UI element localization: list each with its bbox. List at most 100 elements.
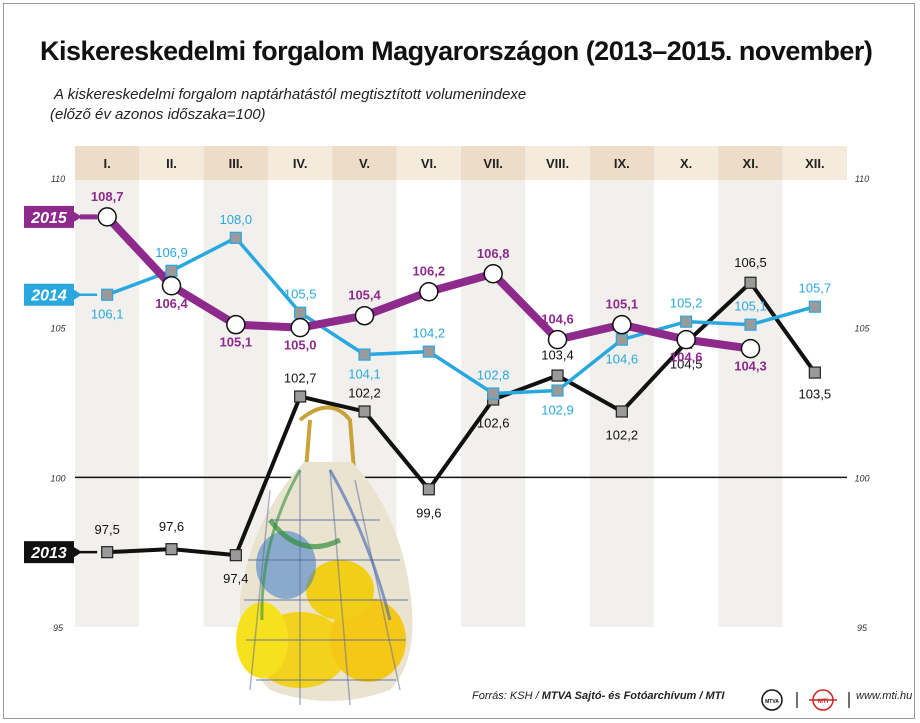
y-tick-label-right: 95 bbox=[857, 623, 868, 633]
point-2015 bbox=[97, 207, 117, 227]
data-labels: 97,5 97,6 97,4 102,7 102,2 99,6 102,6 103,4 102,… bbox=[91, 189, 831, 586]
month-label: V. bbox=[359, 156, 370, 171]
point-2013 bbox=[615, 405, 628, 418]
data-label-2013: 97,5 bbox=[95, 522, 120, 537]
month-band bbox=[75, 180, 140, 627]
month-header-cell bbox=[525, 146, 590, 180]
point-2015 bbox=[354, 305, 375, 326]
data-label-2014: 105,5 bbox=[284, 287, 317, 302]
data-label-2015: 106,4 bbox=[155, 296, 188, 311]
month-header-cell bbox=[332, 146, 397, 180]
data-label-2013: 99,6 bbox=[416, 505, 441, 520]
series-tag-arrow bbox=[74, 211, 82, 222]
series-tag-2013 bbox=[24, 541, 74, 564]
point-2014 bbox=[294, 306, 307, 319]
source-bold: MTVA Sajtó- és Fotóarchívum / MTI bbox=[541, 690, 725, 702]
data-label-2015: 106,2 bbox=[413, 264, 446, 279]
y-tick-label-left: 105 bbox=[50, 324, 66, 334]
point-2014 bbox=[165, 264, 178, 277]
point-2015 bbox=[740, 338, 761, 359]
month-label: VII. bbox=[483, 156, 503, 171]
point-2014 bbox=[487, 387, 500, 400]
series-line-2014 bbox=[105, 236, 817, 396]
series-tag-arrow bbox=[74, 289, 82, 300]
data-label-2015: 105,1 bbox=[220, 335, 253, 350]
point-2013 bbox=[422, 483, 435, 496]
month-bands bbox=[75, 180, 847, 627]
data-label-2014: 105,1 bbox=[734, 299, 767, 314]
source-note: Forrás: KSH / MTVA Sajtó- és Fotóarchívu… bbox=[472, 690, 724, 702]
month-header-cell bbox=[203, 146, 268, 180]
month-header-row: I. II. III. IV. V. VI. VII. VIII. IX. X. XI. XII. bbox=[75, 146, 847, 180]
point-2015 bbox=[612, 314, 632, 335]
y-axis: 95 95 100 100 105 105 110 110 bbox=[50, 174, 870, 633]
series-tag-label: 2013 bbox=[30, 545, 67, 562]
data-label-2014: 105,2 bbox=[670, 296, 703, 311]
point-2013 bbox=[551, 369, 564, 382]
data-label-2015: 105,0 bbox=[284, 338, 317, 353]
point-2015 bbox=[676, 329, 696, 350]
series-tag-label: 2014 bbox=[30, 288, 67, 305]
point-2013 bbox=[229, 549, 242, 562]
series-tags: 2015 2014 2013 bbox=[24, 205, 98, 564]
point-2013 bbox=[358, 405, 371, 418]
month-header-cell bbox=[782, 146, 847, 180]
month-header-cell bbox=[396, 146, 461, 180]
month-label: XI. bbox=[743, 156, 759, 171]
point-2015 bbox=[161, 276, 182, 296]
data-label-2013: 106,5 bbox=[734, 255, 767, 270]
month-band bbox=[525, 180, 590, 627]
y-tick-label-left: 110 bbox=[51, 174, 65, 184]
data-label-2015: 104,6 bbox=[541, 312, 574, 327]
svg-text:MTVA: MTVA bbox=[765, 699, 779, 705]
data-label-2014: 102,9 bbox=[541, 403, 574, 418]
point-2015 bbox=[226, 314, 246, 335]
data-label-2013: 104,5 bbox=[670, 357, 703, 372]
month-header-cell bbox=[268, 146, 333, 180]
point-2014 bbox=[808, 300, 821, 313]
month-label: IX. bbox=[614, 156, 630, 171]
series-tag-2014 bbox=[24, 283, 74, 306]
point-2015 bbox=[419, 281, 439, 302]
data-label-2013: 103,4 bbox=[541, 348, 574, 363]
data-label-2014: 104,6 bbox=[606, 352, 639, 367]
y-tick-label-right: 100 bbox=[854, 473, 869, 483]
point-2015 bbox=[483, 264, 503, 284]
data-label-2013: 103,5 bbox=[799, 387, 832, 402]
data-label-2013: 97,4 bbox=[223, 571, 248, 586]
data-label-2014: 102,8 bbox=[477, 368, 510, 383]
month-band bbox=[396, 180, 461, 627]
month-label: X. bbox=[680, 156, 692, 171]
point-2014 bbox=[101, 288, 114, 301]
point-2014 bbox=[680, 315, 693, 328]
data-label-2014: 106,1 bbox=[91, 307, 124, 322]
month-header-cell bbox=[589, 146, 654, 180]
month-band bbox=[589, 180, 654, 627]
point-2014 bbox=[551, 384, 564, 397]
y-tick-label-right: 110 bbox=[855, 174, 869, 184]
y-tick-label-right: 105 bbox=[854, 324, 870, 334]
month-header-cell bbox=[75, 146, 140, 180]
data-label-2015: 105,1 bbox=[606, 297, 639, 312]
data-label-2015: 105,4 bbox=[348, 288, 381, 303]
data-label-2013: 102,2 bbox=[606, 427, 639, 442]
y-tick-label-left: 95 bbox=[53, 623, 64, 633]
series-tag-arrow bbox=[74, 547, 82, 558]
data-label-2015: 106,8 bbox=[477, 246, 510, 261]
point-2014 bbox=[422, 345, 435, 358]
series-line-2013 bbox=[105, 280, 817, 558]
month-label: VIII. bbox=[546, 156, 569, 171]
data-label-2015: 104,3 bbox=[734, 359, 767, 374]
series-points bbox=[97, 207, 821, 562]
data-label-2013: 102,6 bbox=[477, 416, 510, 431]
data-label-2014: 104,2 bbox=[413, 326, 446, 341]
string-bag-icon bbox=[236, 405, 413, 706]
point-2014 bbox=[615, 333, 628, 346]
data-label-2015: 108,7 bbox=[91, 189, 124, 204]
mtva-logo-icon: MTVA bbox=[761, 689, 783, 711]
month-band bbox=[782, 180, 847, 627]
website-link[interactable]: www.mti.hu bbox=[856, 690, 913, 702]
data-label-2014: 108,0 bbox=[220, 212, 253, 227]
month-label: II. bbox=[166, 156, 177, 171]
